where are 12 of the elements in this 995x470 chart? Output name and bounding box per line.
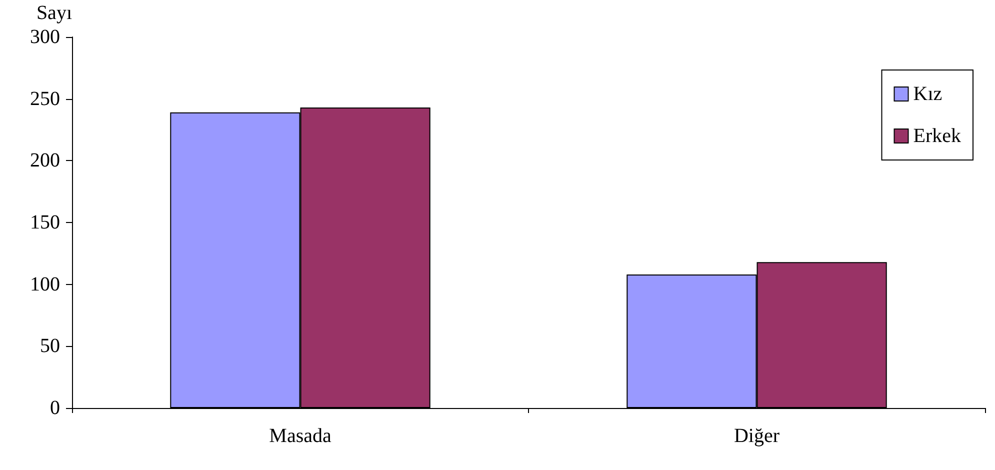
y-tick-label: 250 [30, 88, 60, 110]
x-tick-label: Masada [269, 425, 332, 447]
legend-label: Erkek [913, 125, 962, 147]
y-tick-label: 150 [30, 212, 60, 234]
y-axis-title: Sayı [36, 2, 72, 24]
y-tick-label: 100 [30, 273, 60, 296]
x-tick-label: Diğer [734, 425, 780, 447]
y-tick-label: 200 [30, 150, 60, 172]
y-tick-label: 0 [50, 397, 60, 419]
y-tick-label: 300 [30, 26, 60, 48]
y-tick-label: 50 [40, 335, 60, 358]
legend-label: Kız [913, 83, 942, 105]
